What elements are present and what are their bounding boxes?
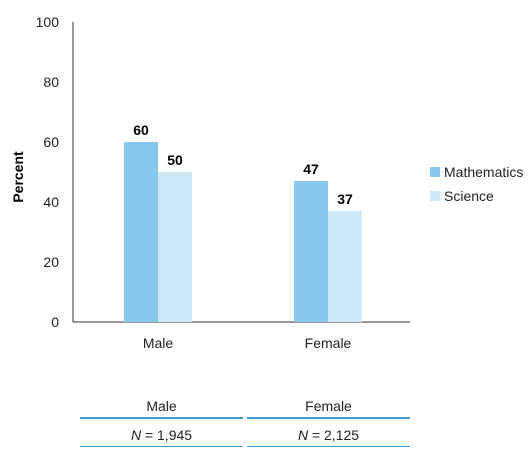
legend-swatch-science [430,191,440,201]
chart-legend: Mathematics Science [430,160,523,208]
legend-label-mathematics: Mathematics [444,164,524,180]
y-tick-label: 20 [43,254,59,270]
data-label-mathematics-male: 60 [133,122,149,138]
n-value: = 2,125 [308,427,360,443]
data-label-science-male: 50 [167,152,183,168]
legend-item-mathematics: Mathematics [430,160,523,184]
sample-size-value-male: N = 1,945 [80,424,243,447]
sample-size-header-male: Male [80,395,243,419]
x-category-label-male: Male [143,335,174,351]
y-axis-title: Percent [10,151,26,203]
data-label-mathematics-female: 47 [303,161,319,177]
n-value: = 1,945 [141,427,193,443]
sample-size-header-female: Female [247,395,410,419]
n-label: N [130,427,142,443]
legend-swatch-mathematics [430,167,440,177]
data-label-science-female: 37 [337,191,353,207]
legend-item-science: Science [430,184,523,208]
bar-science-male [158,172,192,322]
y-tick-label: 60 [43,134,59,150]
sample-size-col-male: Male N = 1,945 [80,395,243,447]
bar-mathematics-male [124,142,158,322]
bar-mathematics-female [294,181,328,322]
bar-chart: 0 20 40 60 80 100 Percent 60 50 Male 47 37 Female [10,14,410,351]
y-tick-label: 40 [43,194,59,210]
sample-size-col-female: Female N = 2,125 [247,395,410,447]
bar-science-female [328,211,362,322]
n-label: N [297,427,309,443]
x-category-label-female: Female [305,335,352,351]
y-tick-label: 100 [36,14,60,30]
y-tick-label: 0 [51,314,59,330]
legend-label-science: Science [444,188,494,204]
sample-size-value-female: N = 2,125 [247,424,410,447]
y-tick-label: 80 [43,74,59,90]
